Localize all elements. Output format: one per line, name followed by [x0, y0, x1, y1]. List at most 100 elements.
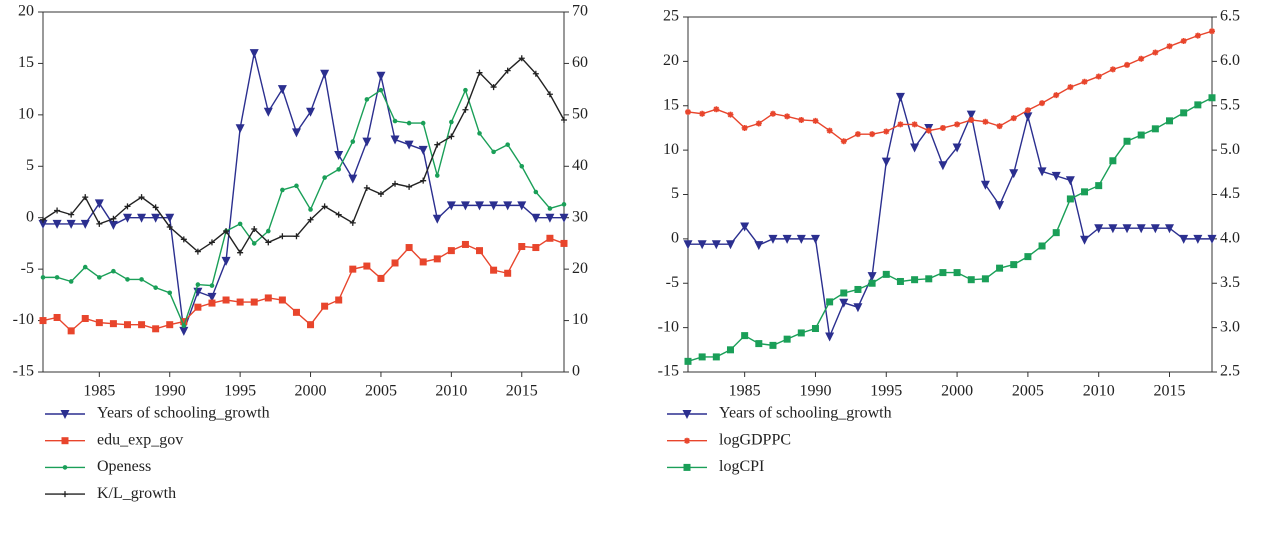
marker: [249, 49, 259, 59]
marker: [1009, 169, 1019, 179]
marker: [53, 313, 61, 321]
marker: [434, 141, 441, 148]
marker: [208, 239, 215, 246]
marker: [336, 167, 342, 172]
y2-tick-label: 20: [572, 260, 588, 277]
marker: [165, 213, 175, 223]
marker: [1067, 84, 1074, 91]
marker: [741, 332, 749, 340]
y-tick-label: 10: [18, 106, 34, 123]
marker: [404, 140, 414, 150]
x-tick-label: 2015: [506, 383, 538, 400]
marker: [896, 277, 904, 285]
marker: [39, 317, 47, 325]
series-line: [688, 96, 1212, 340]
marker: [546, 91, 553, 98]
marker: [52, 219, 62, 229]
marker: [221, 256, 231, 266]
marker: [265, 228, 271, 234]
marker: [726, 346, 734, 354]
marker: [152, 204, 159, 211]
marker: [349, 265, 357, 273]
legend-marker: [62, 465, 68, 470]
marker: [769, 341, 777, 349]
marker: [292, 308, 300, 316]
marker: [237, 249, 244, 256]
marker: [1136, 224, 1146, 234]
marker: [982, 118, 989, 125]
marker: [684, 357, 692, 365]
legend-marker: [60, 410, 70, 419]
marker: [80, 219, 90, 229]
marker: [293, 233, 300, 240]
legend-label: Years of schooling_growth: [719, 405, 892, 422]
legend-marker: [682, 410, 692, 419]
marker: [882, 270, 890, 278]
marker: [390, 135, 400, 145]
legend-label: edu_exp_gov: [97, 431, 183, 448]
series-line: [42, 57, 565, 255]
marker: [517, 201, 527, 211]
marker: [109, 320, 117, 328]
y2-tick-label: 50: [572, 106, 588, 123]
marker: [1194, 32, 1201, 39]
marker: [294, 183, 299, 189]
marker: [954, 121, 961, 128]
marker: [1180, 109, 1188, 117]
marker: [812, 117, 819, 124]
series-line: [43, 52, 564, 332]
marker: [996, 264, 1004, 272]
marker: [406, 183, 413, 190]
marker: [320, 69, 330, 79]
marker: [531, 213, 541, 223]
marker: [490, 266, 498, 274]
marker: [1051, 171, 1061, 181]
marker: [277, 85, 287, 95]
y2-tick-label: 3.5: [1220, 274, 1240, 291]
marker: [166, 223, 173, 230]
marker: [868, 279, 876, 287]
y-tick-label: 5: [671, 185, 679, 202]
marker: [1065, 176, 1075, 186]
marker: [82, 194, 89, 201]
marker: [180, 236, 187, 243]
x-tick-label: 2000: [941, 383, 973, 400]
marker: [505, 142, 510, 147]
legend-marker: [684, 437, 690, 444]
marker: [755, 120, 762, 127]
marker: [981, 275, 989, 283]
marker: [881, 157, 891, 167]
marker: [784, 113, 791, 120]
y-tick-label: -10: [13, 311, 34, 328]
y2-tick-label: 6.0: [1220, 52, 1240, 69]
marker: [1152, 49, 1159, 56]
marker: [854, 131, 861, 138]
marker: [461, 240, 469, 248]
marker: [180, 318, 188, 326]
marker: [392, 118, 398, 124]
marker: [448, 133, 455, 140]
marker: [1081, 188, 1089, 196]
marker: [1094, 224, 1104, 234]
marker: [110, 215, 117, 222]
marker: [546, 234, 554, 242]
marker: [1194, 101, 1202, 109]
legend-label: Openess: [97, 458, 151, 475]
marker: [938, 161, 948, 171]
marker: [194, 303, 202, 311]
y2-tick-label: 40: [572, 157, 588, 174]
marker: [475, 201, 485, 211]
marker: [194, 248, 201, 255]
marker: [839, 298, 849, 308]
marker: [996, 123, 1003, 130]
marker: [504, 269, 512, 277]
marker: [179, 326, 189, 336]
marker: [477, 131, 482, 136]
marker: [825, 332, 835, 342]
marker: [307, 216, 314, 223]
marker: [1209, 28, 1215, 35]
marker: [376, 71, 386, 81]
marker: [939, 124, 946, 131]
x-tick-label: 1995: [870, 383, 902, 400]
